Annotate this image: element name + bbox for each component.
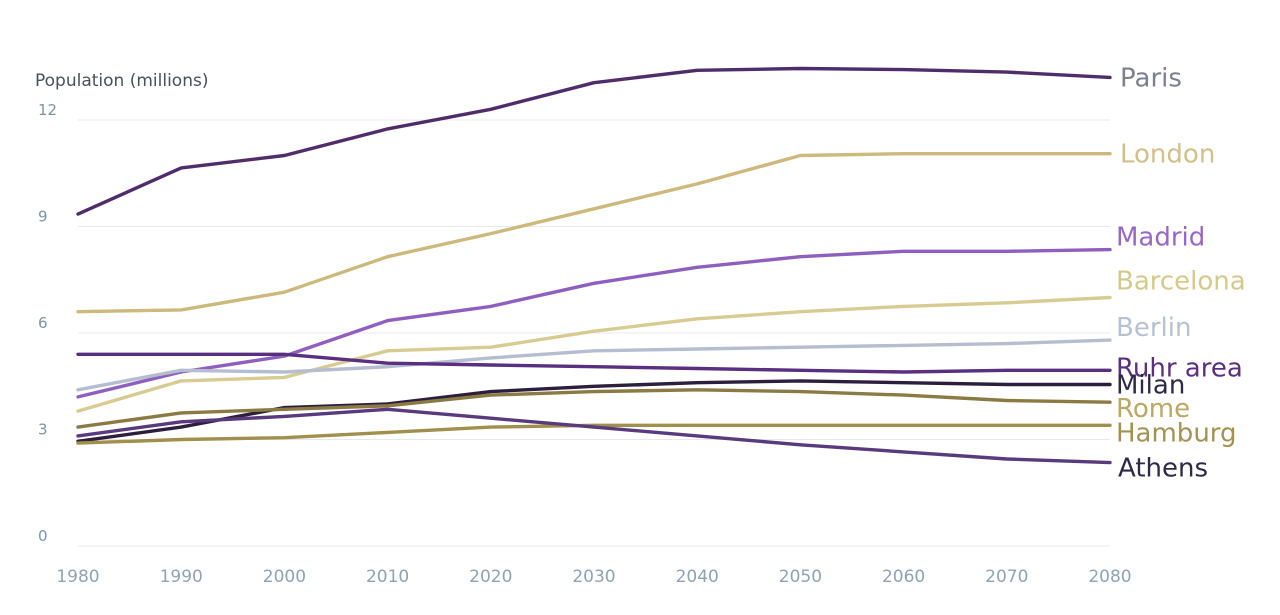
- x-tick-label: 1990: [160, 567, 203, 587]
- series-labels: Paris London Madrid Barcelona Berlin Ruhr are…: [1116, 63, 1246, 483]
- y-tick-label: 6: [38, 314, 48, 332]
- x-tick-label: 2060: [882, 567, 925, 587]
- series-lines: [76, 66, 1112, 465]
- series-label-ruhr-area: Ruhr area: [1116, 353, 1243, 383]
- series-line-madrid: [76, 247, 1112, 399]
- y-axis-ticks: 0 3 6 9 12: [38, 101, 57, 545]
- series-line-barcelona: [76, 295, 1112, 413]
- series-label-rome: Rome: [1116, 394, 1190, 424]
- series-label-paris: Paris: [1120, 63, 1182, 93]
- series-line-london: [76, 151, 1112, 314]
- x-tick-label: 2040: [676, 567, 719, 587]
- series-label-athens: Athens: [1118, 454, 1208, 484]
- x-tick-label: 2070: [985, 567, 1028, 587]
- x-tick-label: 2050: [779, 567, 822, 587]
- series-line-rome: [76, 388, 1112, 429]
- series-label-madrid: Madrid: [1116, 223, 1205, 253]
- series-line-hamburg: [76, 423, 1112, 445]
- series-line-berlin: [76, 338, 1112, 392]
- series-label-berlin: Berlin: [1116, 313, 1191, 343]
- y-tick-label: 12: [38, 101, 57, 119]
- series-line-ruhr-area: [76, 352, 1112, 374]
- x-axis-ticks: 1980 1990 2000 2010 2020 2030 2040 2050 2060 2070…: [56, 567, 1131, 587]
- y-tick-label: 3: [38, 421, 48, 439]
- series-line-milan: [76, 379, 1112, 443]
- grid-lines: [78, 119, 1110, 547]
- y-axis-title: Population (millions): [35, 71, 208, 91]
- y-tick-label: 9: [38, 208, 48, 226]
- series-label-barcelona: Barcelona: [1116, 267, 1246, 297]
- x-tick-label: 2010: [366, 567, 409, 587]
- series-label-milan: Milan: [1116, 370, 1185, 400]
- series-label-hamburg: Hamburg: [1116, 418, 1237, 448]
- series-line-paris: [76, 66, 1112, 216]
- series-line-athens: [76, 407, 1112, 465]
- x-tick-label: 2080: [1088, 567, 1131, 587]
- y-tick-label: 0: [38, 527, 48, 545]
- x-tick-label: 1980: [56, 567, 99, 587]
- x-tick-label: 2020: [469, 567, 512, 587]
- x-tick-label: 2000: [263, 567, 306, 587]
- series-label-london: London: [1120, 140, 1215, 170]
- x-tick-label: 2030: [572, 567, 615, 587]
